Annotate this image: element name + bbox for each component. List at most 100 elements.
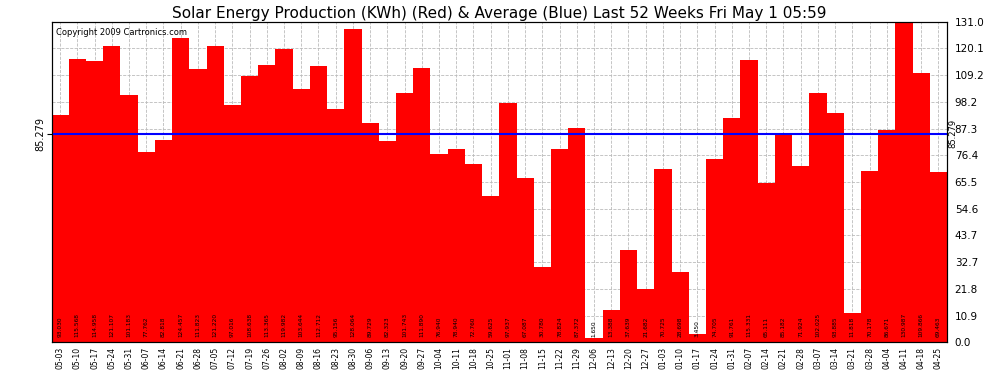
Bar bbox=[706, 159, 723, 342]
Text: 113.365: 113.365 bbox=[264, 314, 269, 338]
Text: 109.866: 109.866 bbox=[919, 314, 924, 338]
Text: 30.780: 30.780 bbox=[540, 317, 545, 338]
Text: 114.958: 114.958 bbox=[92, 314, 97, 338]
Bar bbox=[86, 61, 103, 342]
Text: 78.940: 78.940 bbox=[453, 317, 458, 338]
Text: Copyright 2009 Cartronics.com: Copyright 2009 Cartronics.com bbox=[56, 28, 187, 37]
Text: 121.220: 121.220 bbox=[213, 314, 218, 338]
Text: 28.698: 28.698 bbox=[677, 317, 683, 338]
Text: 97.016: 97.016 bbox=[230, 317, 235, 338]
Title: Solar Energy Production (KWh) (Red) & Average (Blue) Last 52 Weeks Fri May 1 05:: Solar Energy Production (KWh) (Red) & Av… bbox=[172, 6, 827, 21]
Bar bbox=[499, 103, 517, 342]
Bar bbox=[792, 166, 809, 342]
Bar bbox=[671, 272, 689, 342]
Text: 95.156: 95.156 bbox=[334, 317, 339, 338]
Text: 97.937: 97.937 bbox=[505, 317, 511, 338]
Bar bbox=[258, 65, 275, 342]
Text: 1.650: 1.650 bbox=[591, 321, 597, 338]
Text: 72.760: 72.760 bbox=[471, 317, 476, 338]
Bar bbox=[224, 105, 241, 342]
Text: 103.644: 103.644 bbox=[299, 314, 304, 338]
Text: 111.823: 111.823 bbox=[195, 314, 200, 338]
Bar bbox=[103, 46, 121, 342]
Bar bbox=[293, 88, 310, 342]
Bar bbox=[585, 338, 603, 342]
Bar bbox=[361, 123, 379, 342]
Bar bbox=[396, 93, 413, 342]
Bar bbox=[895, 22, 913, 342]
Bar bbox=[379, 141, 396, 342]
Text: 93.030: 93.030 bbox=[57, 317, 62, 338]
Text: 93.885: 93.885 bbox=[833, 317, 838, 338]
Bar bbox=[723, 118, 741, 342]
Text: 11.818: 11.818 bbox=[849, 317, 854, 338]
Bar bbox=[275, 49, 293, 342]
Text: 124.457: 124.457 bbox=[178, 313, 183, 338]
Text: 102.025: 102.025 bbox=[816, 313, 821, 338]
Text: 82.818: 82.818 bbox=[161, 317, 166, 338]
Text: 21.682: 21.682 bbox=[644, 317, 648, 338]
Bar bbox=[68, 60, 86, 342]
Bar bbox=[827, 112, 843, 342]
Bar bbox=[121, 95, 138, 342]
Text: 77.762: 77.762 bbox=[144, 317, 148, 338]
Text: 74.705: 74.705 bbox=[712, 317, 717, 338]
Bar bbox=[465, 164, 482, 342]
Text: 82.323: 82.323 bbox=[385, 317, 390, 338]
Bar bbox=[551, 149, 568, 342]
Bar bbox=[637, 289, 654, 342]
Bar bbox=[154, 140, 172, 342]
Bar bbox=[620, 250, 637, 342]
Text: 70.178: 70.178 bbox=[867, 317, 872, 338]
Bar bbox=[207, 46, 224, 342]
Bar bbox=[431, 154, 447, 342]
Bar bbox=[757, 183, 775, 342]
Bar bbox=[654, 169, 671, 342]
Text: 85.279: 85.279 bbox=[948, 119, 958, 148]
Text: 87.372: 87.372 bbox=[574, 317, 579, 338]
Bar bbox=[534, 267, 551, 342]
Text: 91.761: 91.761 bbox=[730, 317, 735, 338]
Bar bbox=[603, 310, 620, 342]
Text: 86.671: 86.671 bbox=[884, 317, 889, 338]
Bar bbox=[138, 152, 154, 342]
Bar bbox=[913, 74, 930, 342]
Bar bbox=[861, 171, 878, 342]
Bar bbox=[310, 66, 327, 342]
Text: 89.729: 89.729 bbox=[367, 317, 372, 338]
Text: 115.331: 115.331 bbox=[746, 314, 751, 338]
Bar bbox=[51, 115, 68, 342]
Text: 3.450: 3.450 bbox=[695, 321, 700, 338]
Bar bbox=[172, 38, 189, 342]
Bar bbox=[241, 76, 258, 342]
Bar bbox=[843, 314, 861, 342]
Bar bbox=[327, 110, 345, 342]
Bar bbox=[930, 172, 947, 342]
Text: 71.924: 71.924 bbox=[798, 317, 803, 338]
Text: 70.725: 70.725 bbox=[660, 317, 665, 338]
Text: 119.982: 119.982 bbox=[281, 314, 286, 338]
Bar bbox=[413, 69, 431, 342]
Text: 128.064: 128.064 bbox=[350, 314, 355, 338]
Text: 65.111: 65.111 bbox=[763, 317, 768, 338]
Bar bbox=[689, 334, 706, 342]
Text: 76.940: 76.940 bbox=[437, 317, 442, 338]
Text: 78.824: 78.824 bbox=[557, 317, 562, 338]
Bar bbox=[447, 149, 465, 342]
Text: 101.743: 101.743 bbox=[402, 314, 407, 338]
Bar bbox=[517, 178, 534, 342]
Text: 115.568: 115.568 bbox=[75, 314, 80, 338]
Text: 111.890: 111.890 bbox=[420, 314, 425, 338]
Text: 130.987: 130.987 bbox=[902, 313, 907, 338]
Bar bbox=[809, 93, 827, 342]
Text: 85.182: 85.182 bbox=[781, 317, 786, 338]
Text: 121.107: 121.107 bbox=[109, 314, 114, 338]
Bar bbox=[568, 129, 585, 342]
Bar bbox=[775, 134, 792, 342]
Bar bbox=[345, 29, 361, 342]
Bar bbox=[189, 69, 207, 342]
Text: 13.388: 13.388 bbox=[609, 317, 614, 338]
Text: 101.183: 101.183 bbox=[127, 314, 132, 338]
Text: 37.639: 37.639 bbox=[626, 317, 631, 338]
Text: 59.625: 59.625 bbox=[488, 317, 493, 338]
